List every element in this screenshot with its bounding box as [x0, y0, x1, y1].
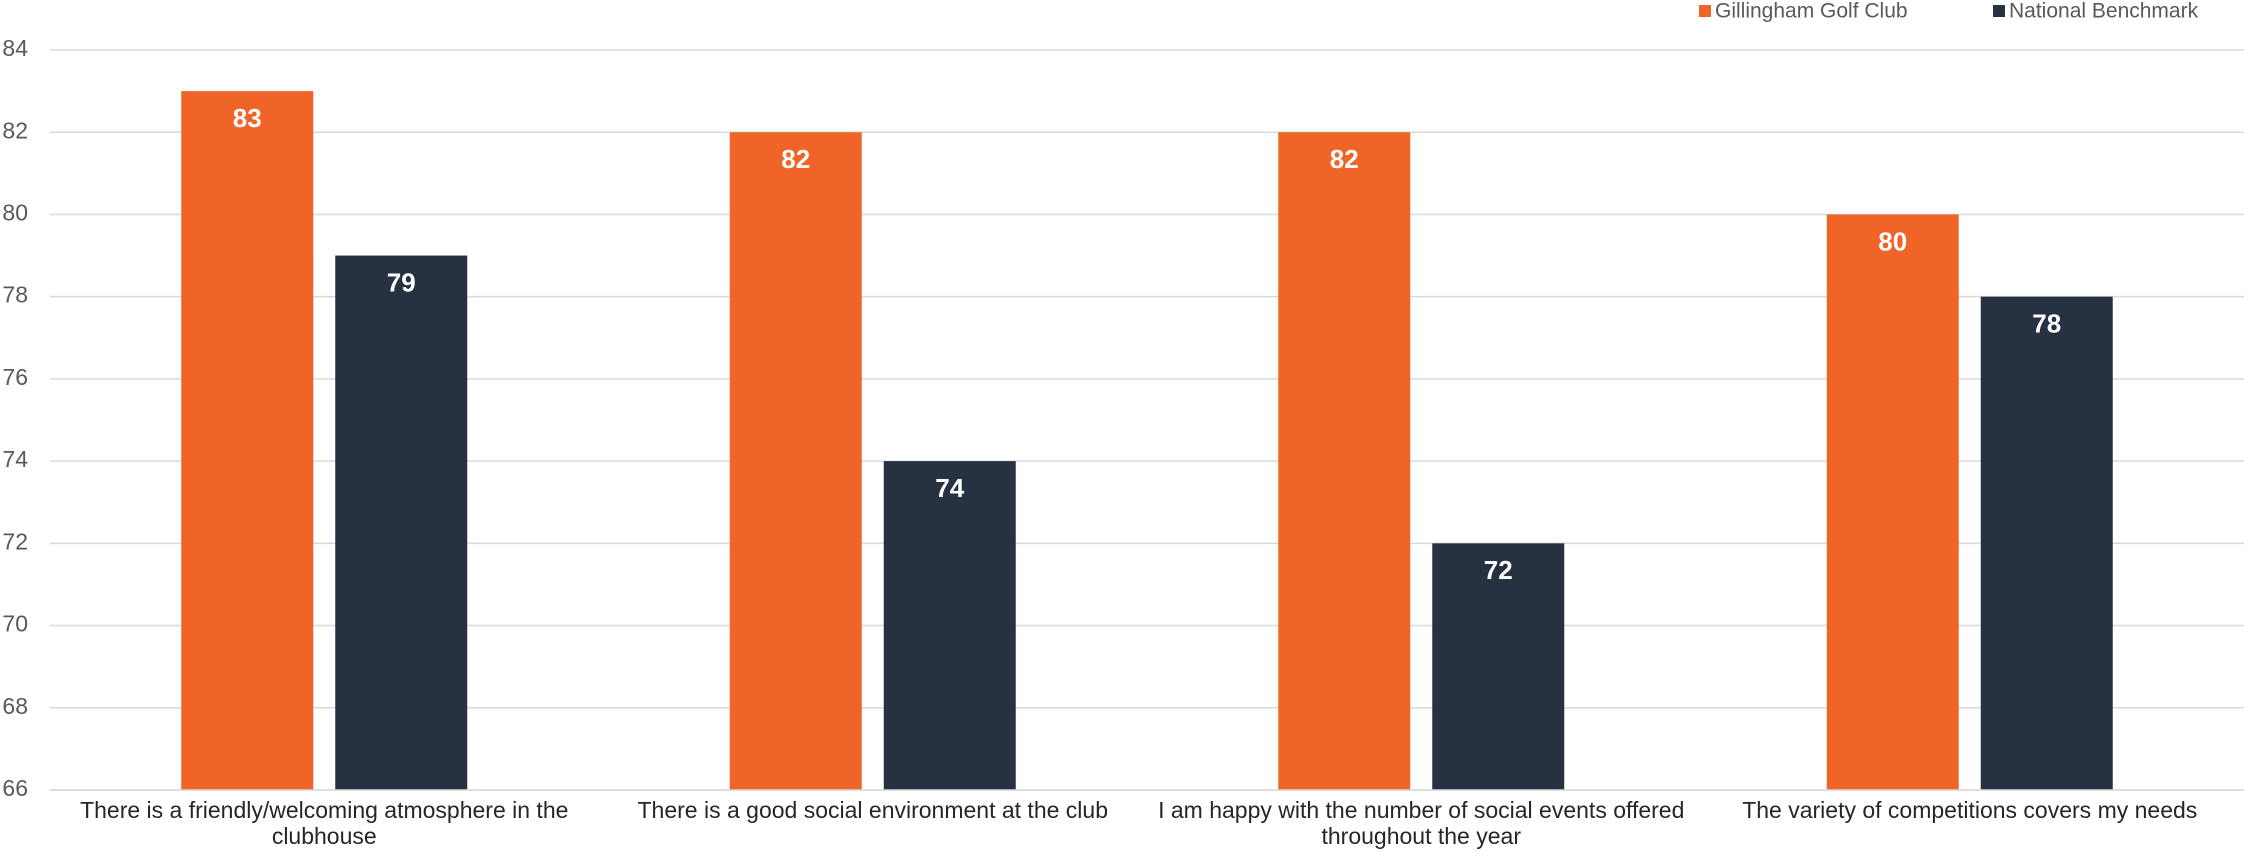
x-tick-label: There is a friendly/welcoming atmosphere…: [80, 797, 569, 849]
legend-swatch: [1699, 5, 1711, 17]
bar: [1826, 214, 1959, 790]
bar: [1980, 296, 2113, 790]
y-tick-label: 80: [2, 200, 28, 226]
bar: [1432, 543, 1565, 790]
y-tick-label: 70: [2, 611, 28, 637]
legend-label: National Benchmark: [2009, 0, 2199, 23]
y-tick-label: 72: [2, 528, 28, 554]
legend-label: Gillingham Golf Club: [1715, 0, 1908, 23]
y-tick-label: 74: [2, 446, 28, 472]
data-label: 72: [1484, 555, 1513, 585]
data-label: 82: [781, 144, 810, 174]
x-tick-label: The variety of competitions covers my ne…: [1742, 797, 2198, 823]
data-label: 74: [935, 473, 964, 503]
data-label: 82: [1330, 144, 1359, 174]
bar: [181, 91, 314, 791]
x-tick-label: There is a good social environment at th…: [637, 797, 1109, 823]
y-tick-label: 84: [2, 35, 28, 61]
data-label: 80: [1878, 226, 1907, 256]
x-tick-label: I am happy with the number of social eve…: [1158, 797, 1685, 849]
y-tick-label: 68: [2, 693, 28, 719]
y-tick-label: 82: [2, 117, 28, 143]
bar: [1278, 132, 1411, 790]
y-tick-label: 78: [2, 282, 28, 308]
data-label: 79: [387, 267, 416, 297]
bar: [335, 255, 468, 791]
y-tick-label: 66: [2, 775, 28, 801]
y-tick-label: 76: [2, 364, 28, 390]
bar: [729, 132, 862, 790]
data-label: 78: [2032, 309, 2061, 339]
legend-swatch: [1993, 5, 2005, 17]
data-label: 83: [233, 103, 262, 133]
bar: [883, 461, 1016, 790]
